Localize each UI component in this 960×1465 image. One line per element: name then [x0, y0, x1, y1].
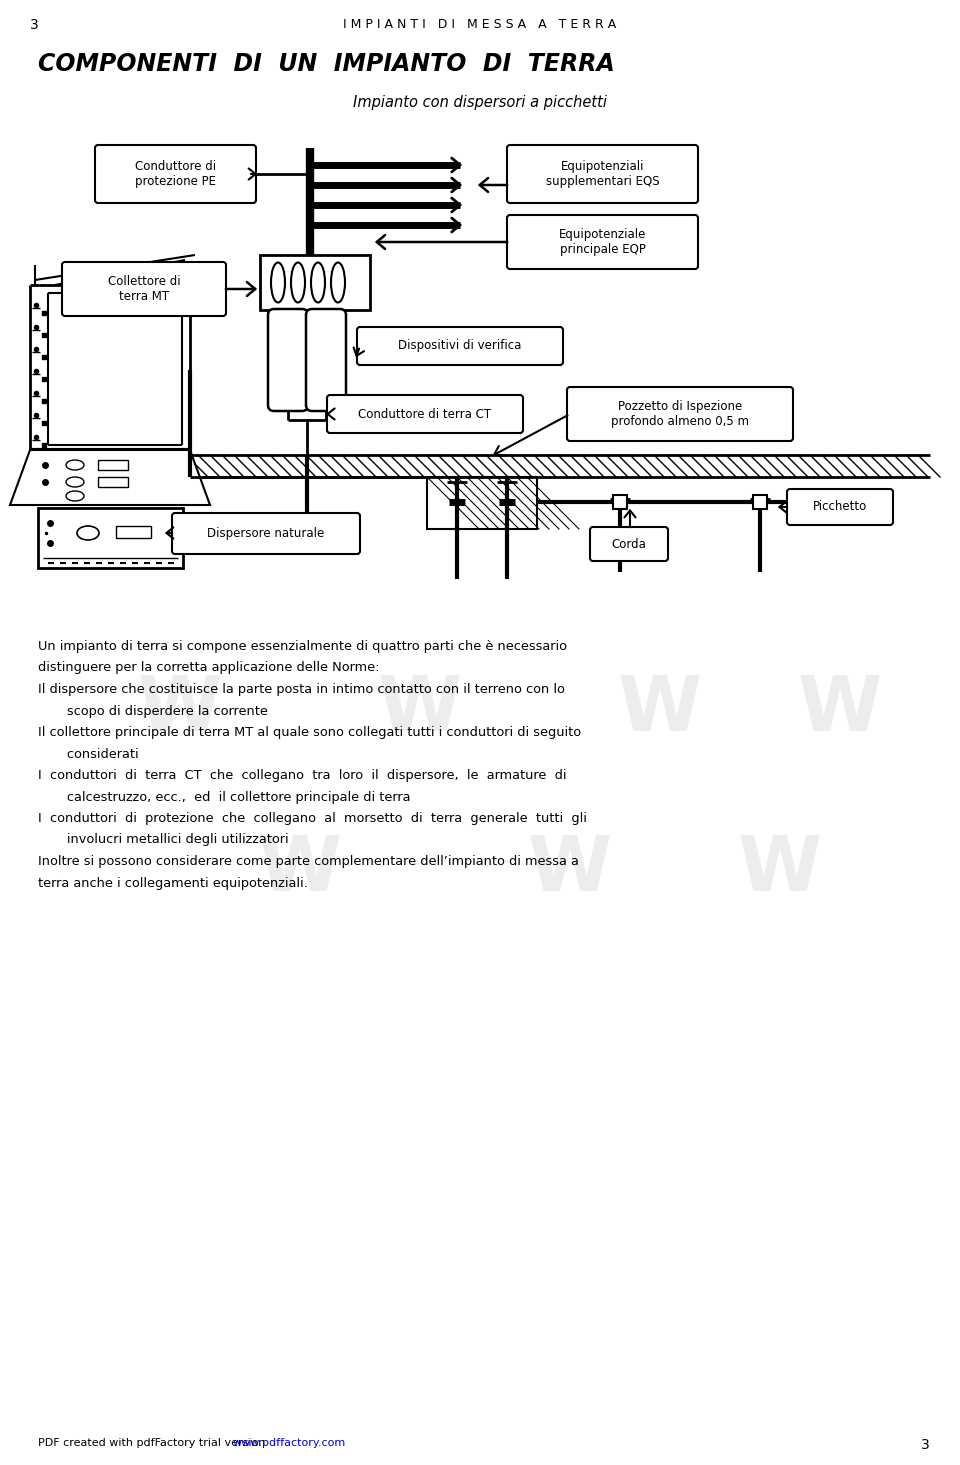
FancyBboxPatch shape	[787, 489, 893, 524]
Text: I  conduttori  di  terra  CT  che  collegano  tra  loro  il  dispersore,  le  ar: I conduttori di terra CT che collegano t…	[38, 769, 566, 782]
FancyBboxPatch shape	[172, 513, 360, 554]
Text: W: W	[138, 672, 222, 747]
Ellipse shape	[66, 478, 84, 486]
Text: Equipotenziale
principale EQP: Equipotenziale principale EQP	[559, 229, 646, 256]
Ellipse shape	[271, 262, 285, 302]
Text: PDF created with pdfFactory trial version: PDF created with pdfFactory trial versio…	[38, 1439, 269, 1447]
Text: COMPONENTI  DI  UN  IMPIANTO  DI  TERRA: COMPONENTI DI UN IMPIANTO DI TERRA	[38, 51, 614, 76]
Text: Impianto con dispersori a picchetti: Impianto con dispersori a picchetti	[353, 95, 607, 110]
FancyBboxPatch shape	[507, 145, 698, 204]
Bar	[98, 478, 128, 486]
Text: W: W	[378, 672, 462, 747]
Bar	[613, 495, 627, 508]
Text: Conduttore di
protezione PE: Conduttore di protezione PE	[135, 160, 216, 188]
Text: Corda: Corda	[612, 538, 646, 551]
Text: W: W	[738, 834, 822, 907]
Text: Conduttore di terra CT: Conduttore di terra CT	[358, 407, 492, 420]
Text: I  conduttori  di  protezione  che  collegano  al  morsetto  di  terra  generale: I conduttori di protezione che collegano…	[38, 812, 587, 825]
Text: Dispersore naturale: Dispersore naturale	[207, 527, 324, 541]
Polygon shape	[10, 450, 210, 505]
Ellipse shape	[77, 526, 99, 541]
Text: Il collettore principale di terra MT al quale sono collegati tutti i conduttori : Il collettore principale di terra MT al …	[38, 727, 581, 738]
FancyBboxPatch shape	[306, 309, 346, 412]
FancyBboxPatch shape	[590, 527, 668, 561]
Bar	[38, 508, 183, 568]
Text: Un impianto di terra si compone essenzialmente di quattro parti che è necessario: Un impianto di terra si compone essenzia…	[38, 640, 567, 653]
Ellipse shape	[66, 460, 84, 470]
Text: Dispositivi di verifica: Dispositivi di verifica	[398, 340, 521, 353]
Ellipse shape	[291, 262, 305, 302]
Bar	[427, 478, 537, 529]
Bar	[753, 495, 767, 508]
Text: W: W	[618, 672, 702, 747]
Bar	[116, 526, 151, 538]
Ellipse shape	[311, 262, 325, 302]
Text: terra anche i collegamenti equipotenziali.: terra anche i collegamenti equipotenzial…	[38, 876, 308, 889]
Text: W: W	[798, 672, 882, 747]
Text: calcestruzzo, ecc.,  ed  il collettore principale di terra: calcestruzzo, ecc., ed il collettore pri…	[38, 791, 411, 803]
FancyBboxPatch shape	[357, 327, 563, 365]
Text: involucri metallici degli utilizzatori: involucri metallici degli utilizzatori	[38, 834, 289, 847]
Text: considerati: considerati	[38, 747, 138, 760]
Text: I M P I A N T I   D I   M E S S A   A   T E R R A: I M P I A N T I D I M E S S A A T E R R …	[344, 18, 616, 31]
Text: Picchetto: Picchetto	[813, 501, 867, 514]
Text: www.pdffactory.com: www.pdffactory.com	[233, 1439, 347, 1447]
FancyBboxPatch shape	[507, 215, 698, 270]
Text: Equipotenziali
supplementari EQS: Equipotenziali supplementari EQS	[545, 160, 660, 188]
Text: 3: 3	[922, 1439, 930, 1452]
FancyBboxPatch shape	[268, 309, 308, 412]
FancyBboxPatch shape	[95, 145, 256, 204]
Text: scopo di disperdere la corrente: scopo di disperdere la corrente	[38, 705, 268, 718]
FancyBboxPatch shape	[327, 396, 523, 434]
Text: Collettore di
terra MT: Collettore di terra MT	[108, 275, 180, 303]
FancyBboxPatch shape	[567, 387, 793, 441]
Text: 3: 3	[30, 18, 38, 32]
Text: distinguere per la corretta applicazione delle Norme:: distinguere per la corretta applicazione…	[38, 662, 379, 674]
FancyBboxPatch shape	[62, 262, 226, 316]
Bar	[260, 255, 370, 311]
Text: Pozzetto di Ispezione
profondo almeno 0,5 m: Pozzetto di Ispezione profondo almeno 0,…	[611, 400, 749, 428]
Ellipse shape	[331, 262, 345, 302]
Bar	[98, 460, 128, 470]
Text: Il dispersore che costituisce la parte posta in intimo contatto con il terreno c: Il dispersore che costituisce la parte p…	[38, 683, 564, 696]
Text: W: W	[528, 834, 612, 907]
Text: W: W	[258, 834, 342, 907]
Text: Inoltre si possono considerare come parte complementare dell’impianto di messa a: Inoltre si possono considerare come part…	[38, 856, 579, 867]
Ellipse shape	[66, 491, 84, 501]
